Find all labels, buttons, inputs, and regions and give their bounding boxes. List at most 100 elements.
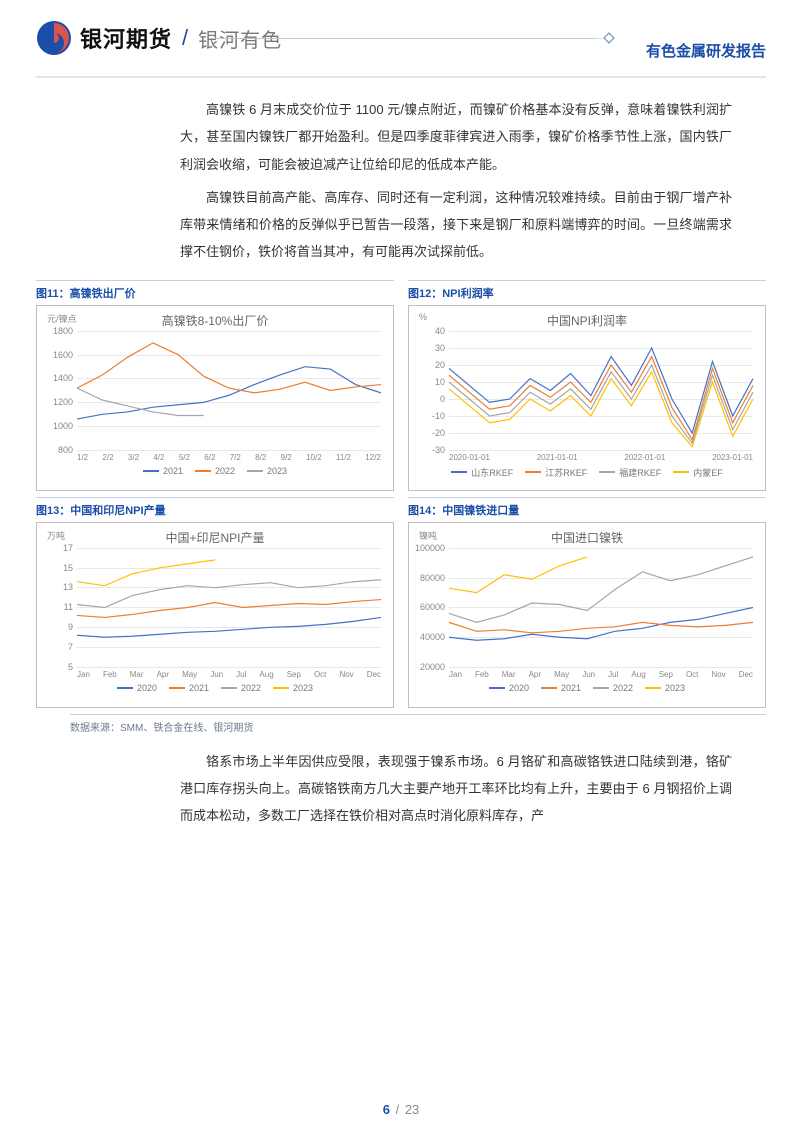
chart-y-tick: 40000 <box>415 632 445 642</box>
chart-y-tick: -30 <box>415 445 445 455</box>
chart-x-tick: Apr <box>157 670 169 679</box>
legend-label: 2021 <box>163 466 183 476</box>
chart-x-tick: 10/2 <box>306 453 322 462</box>
brand-logo-icon <box>36 20 72 56</box>
chart-13-box: 万吨中国+印尼NPI产量57911131517JanFebMarAprMayJu… <box>36 522 394 708</box>
footer-text-block: 铬系市场上半年因供应受限，表现强于镍系市场。6 月铬矿和高碳铬铁进口陆续到港，铬… <box>0 734 802 830</box>
legend-label: 内蒙EF <box>693 466 723 479</box>
chart-legend: 2020202120222023 <box>45 683 385 693</box>
chart-x-tick: Feb <box>475 670 489 679</box>
chart-x-tick: Feb <box>103 670 117 679</box>
chart-y-tick: -10 <box>415 411 445 421</box>
chart-x-tick: Mar <box>502 670 516 679</box>
chart-x-tick: 2023-01-01 <box>712 453 753 462</box>
legend-swatch-icon <box>489 687 505 689</box>
chart-y-tick: -20 <box>415 428 445 438</box>
legend-label: 2021 <box>561 683 581 693</box>
legend-label: 2022 <box>215 466 235 476</box>
chart-11-heading: 图11：高镍铁出厂价 <box>36 280 394 305</box>
chart-title: 中国NPI利润率 <box>417 312 757 329</box>
chart-11-box: 元/镍点高镍铁8-10%出厂价800100012001400160018001/… <box>36 305 394 491</box>
chart-y-tick: 1600 <box>43 350 73 360</box>
page-header: 银河期货 / 银河有色 有色金属研发报告 <box>0 0 802 68</box>
chart-y-tick: 100000 <box>415 543 445 553</box>
chart-legend: 2020 2021 2022 2023 <box>417 683 757 693</box>
chart-lines <box>77 548 381 667</box>
legend-swatch-icon <box>599 471 615 473</box>
brand-separator: / <box>182 25 188 51</box>
chart-x-tick: Mar <box>130 670 144 679</box>
legend-swatch-icon <box>117 687 133 689</box>
chart-unit-label: 镍吨 <box>419 529 437 542</box>
chart-x-tick: 4/2 <box>153 453 164 462</box>
chart-title: 中国进口镍铁 <box>417 529 757 546</box>
legend-label: 2020 <box>509 683 529 693</box>
chart-y-tick: 9 <box>43 622 73 632</box>
legend-label: 2022 <box>613 683 633 693</box>
chart-plot-area: 20000400006000080000100000 <box>449 548 753 668</box>
header-decor-line <box>210 38 610 39</box>
legend-swatch-icon <box>169 687 185 689</box>
legend-label: 2023 <box>267 466 287 476</box>
legend-swatch-icon <box>221 687 237 689</box>
page-separator: / <box>396 1102 400 1117</box>
page-current: 6 <box>383 1102 390 1117</box>
report-title: 有色金属研发报告 <box>646 40 766 61</box>
chart-unit-label: 万吨 <box>47 529 65 542</box>
legend-swatch-icon <box>645 687 661 689</box>
page-number: 6 / 23 <box>0 1102 802 1117</box>
chart-x-tick: 2/2 <box>102 453 113 462</box>
chart-y-tick: 1400 <box>43 373 73 383</box>
paragraph-3: 铬系市场上半年因供应受限，表现强于镍系市场。6 月铬矿和高碳铬铁进口陆续到港，铬… <box>180 748 732 830</box>
chart-x-tick: 6/2 <box>204 453 215 462</box>
legend-swatch-icon <box>247 470 263 472</box>
chart-12-box: %中国NPI利润率-30-20-100102030402020-01-01202… <box>408 305 766 491</box>
brand-block: 银河期货 <box>36 20 172 56</box>
legend-label: 2022 <box>241 683 261 693</box>
chart-y-tick: 30 <box>415 343 445 353</box>
legend-label: 山东RKEF <box>471 466 513 479</box>
chart-14-heading: 图14：中国镍铁进口量 <box>408 497 766 522</box>
chart-y-tick: 20000 <box>415 662 445 672</box>
chart-y-tick: 5 <box>43 662 73 672</box>
chart-x-tick: 12/2 <box>365 453 381 462</box>
legend-label: 2023 <box>665 683 685 693</box>
legend-swatch-icon <box>541 687 557 689</box>
chart-legend-item: 2022 <box>195 466 235 476</box>
data-source-note: 数据来源：SMM、铁合金在线、银河期货 <box>70 714 766 734</box>
legend-label: 福建RKEF <box>619 466 661 479</box>
chart-plot-area: 57911131517 <box>77 548 381 668</box>
chart-14-cell: 图14：中国镍铁进口量 镍吨中国进口镍铁 20000400006000080000… <box>408 497 766 708</box>
chart-x-tick: Oct <box>686 670 698 679</box>
chart-y-tick: 17 <box>43 543 73 553</box>
legend-swatch-icon <box>451 471 467 473</box>
chart-plot-area: 80010001200140016001800 <box>77 331 381 451</box>
legend-swatch-icon <box>143 470 159 472</box>
chart-13-cell: 图13：中国和印尼NPI产量 万吨中国+印尼NPI产量57911131517Ja… <box>36 497 394 708</box>
chart-x-tick: 8/2 <box>255 453 266 462</box>
body-text-block: 高镍铁 6 月末成交价位于 1100 元/镍点附近，而镍矿价格基本没有反弹，意味… <box>0 78 802 266</box>
chart-x-tick: Jul <box>236 670 246 679</box>
legend-swatch-icon <box>673 471 689 473</box>
chart-y-tick: 1200 <box>43 397 73 407</box>
chart-y-tick: 0 <box>415 394 445 404</box>
paragraph-1: 高镍铁 6 月末成交价位于 1100 元/镍点附近，而镍矿价格基本没有反弹，意味… <box>180 96 732 178</box>
chart-x-tick: May <box>554 670 569 679</box>
paragraph-2: 高镍铁目前高产能、高库存、同时还有一定利润，这种情况较难持续。目前由于钢厂增产补… <box>180 184 732 266</box>
chart-y-tick: 1800 <box>43 326 73 336</box>
chart-x-tick: 7/2 <box>230 453 241 462</box>
chart-y-tick: 15 <box>43 563 73 573</box>
chart-x-tick: Aug <box>259 670 273 679</box>
legend-label: 2023 <box>293 683 313 693</box>
chart-legend-item: 2023 <box>273 683 313 693</box>
chart-x-tick: Aug <box>631 670 645 679</box>
chart-legend-item: 内蒙EF <box>673 466 723 479</box>
header-decor-diamond-icon <box>603 32 614 43</box>
brand-name: 银河期货 <box>80 22 172 54</box>
chart-legend-item: 山东RKEF <box>451 466 513 479</box>
chart-x-tick: Dec <box>739 670 753 679</box>
chart-x-tick: Sep <box>659 670 673 679</box>
chart-x-tick: Jan <box>449 670 462 679</box>
chart-11-cell: 图11：高镍铁出厂价 元/镍点高镍铁8-10%出厂价80010001200140… <box>36 280 394 491</box>
chart-x-tick: Apr <box>529 670 541 679</box>
